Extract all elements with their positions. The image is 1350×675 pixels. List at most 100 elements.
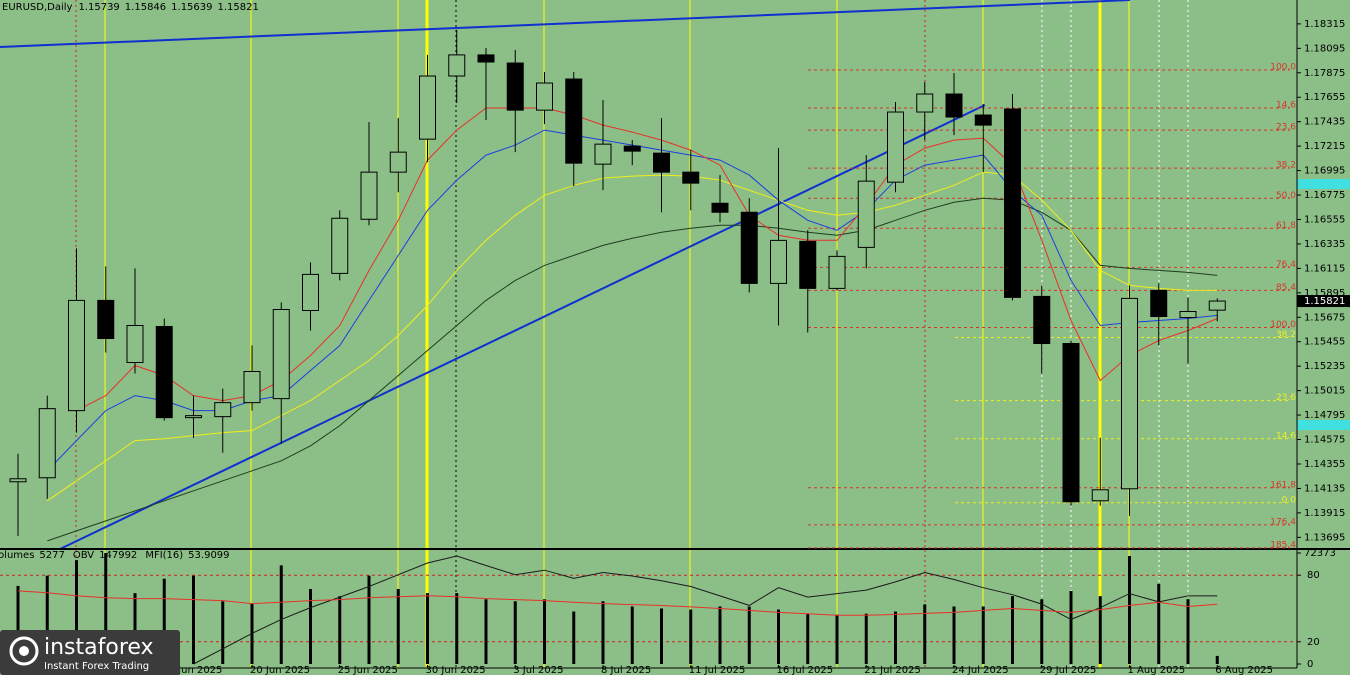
volume-bar [133, 593, 137, 664]
fib-label: 38.2 [1276, 161, 1296, 171]
x-tick-label: 1 Aug 2025 [1128, 665, 1186, 675]
volume-bar [1011, 596, 1014, 664]
indicator-header: Volumes 5277 OBV 147992 MFI(16) 53.9099 [0, 550, 230, 561]
y-tick-label: 1.15235 [1304, 361, 1345, 372]
candle-body [799, 240, 817, 289]
candle-body [155, 326, 173, 419]
x-tick-label: 16 Jul 2025 [777, 665, 834, 675]
high: 1.15846 [125, 2, 166, 13]
x-tick-label: 24 Jul 2025 [952, 665, 1009, 675]
candle-body [477, 54, 495, 63]
symbol: EURUSD,Daily [2, 2, 73, 13]
fib-label: 100.0 [1270, 63, 1296, 73]
y2-tick-label: 0 [1307, 659, 1313, 670]
candle-body [974, 114, 992, 126]
candle-body [1062, 343, 1080, 503]
candle-body [1208, 300, 1226, 311]
candle-body [740, 211, 758, 284]
candle-body [97, 299, 115, 340]
trend-line [0, 0, 1131, 48]
fib-label: 61.8 [1276, 221, 1296, 231]
candle-body [419, 75, 436, 140]
level-box [1297, 420, 1350, 430]
candle-body [1033, 295, 1051, 345]
indicator-line [47, 197, 1218, 542]
candle-body [272, 309, 290, 400]
volume-bar [864, 613, 868, 664]
candle-body [653, 152, 670, 173]
candle-body [185, 415, 202, 419]
candle-body [214, 402, 232, 418]
mfi-last: 53.9099 [188, 550, 229, 561]
obv-line [193, 555, 1218, 665]
y-tick-label: 1.13695 [1304, 532, 1345, 543]
price-label: 1.15821 [1304, 296, 1345, 307]
fib-label: 50.0 [1276, 191, 1296, 201]
volume-last: 5277 [39, 550, 64, 561]
fib-label: 176.4 [1270, 517, 1296, 527]
y2-tick-label: 20 [1307, 637, 1320, 648]
y-tick-label: 1.15675 [1304, 312, 1345, 323]
candle-body [126, 325, 144, 364]
candle-body [38, 408, 56, 479]
logo: instaforex Instant Forex Trading [0, 630, 180, 675]
volume-bar [1098, 596, 1102, 664]
volume-bar [923, 604, 927, 664]
volume-bar [338, 596, 342, 664]
volume-bar [1128, 556, 1131, 664]
y-tick-label: 1.16555 [1304, 214, 1345, 225]
x-tick-label: 3 Jul 2025 [513, 665, 563, 675]
volume-bar [601, 601, 605, 664]
x-tick-label: 8 Jul 2025 [601, 665, 651, 675]
candle-body [360, 171, 378, 220]
volume-bar [367, 575, 371, 664]
volume-bar [192, 575, 195, 664]
obv-last: 147992 [99, 550, 137, 561]
candle-body [68, 299, 85, 412]
candle-body [916, 93, 934, 113]
volume-bar [630, 606, 634, 664]
volume-name: Volumes [0, 550, 34, 561]
fib-label: 161.8 [1270, 480, 1296, 490]
y-tick-label: 1.16995 [1304, 166, 1345, 177]
volume-bar [513, 601, 517, 664]
x-tick-label: 20 Jun 2025 [250, 665, 310, 675]
candle-body [565, 78, 583, 164]
y-tick-label: 1.14575 [1304, 435, 1345, 446]
volume-bar [660, 608, 663, 664]
indicator-line [47, 171, 1218, 502]
y-tick-label: 1.16335 [1304, 239, 1345, 250]
volume-bar [806, 613, 810, 664]
fib-label: 185.4 [1270, 540, 1296, 550]
volume-bar [1157, 583, 1161, 664]
volume-bar [279, 565, 283, 664]
x-tick-label: 21 Jul 2025 [864, 665, 921, 675]
candle-body [389, 151, 407, 173]
y-tick-label: 1.17655 [1304, 92, 1345, 103]
y2-tick-label: 80 [1307, 570, 1320, 581]
x-tick-label: 6 Aug 2025 [1215, 665, 1273, 675]
volume-bar [104, 553, 108, 664]
volume-bar [75, 560, 78, 664]
candle-body [623, 145, 641, 152]
candle-body [682, 171, 700, 184]
volume-bar [747, 606, 751, 664]
fib-label: 14.6 [1276, 101, 1296, 111]
x-tick-label: 30 Jun 2025 [426, 665, 486, 675]
volume-bar [396, 589, 400, 664]
volume-bar [981, 606, 985, 664]
candle-body [331, 217, 349, 274]
y-tick-label: 1.17875 [1304, 68, 1345, 79]
level-box [1297, 179, 1350, 189]
fib-label: 23.6 [1276, 123, 1296, 133]
fib-label: 14.6 [1276, 431, 1296, 441]
logo-icon [9, 636, 39, 666]
candle-body [945, 93, 963, 118]
candle-body [302, 273, 319, 312]
header: EURUSD,Daily 1.15739 1.15846 1.15639 1.15821 [2, 2, 259, 13]
candle-body [594, 143, 612, 165]
price-box [1297, 295, 1350, 308]
candle-body [828, 255, 846, 289]
marks: 100.014.623.638.250.061.876.485.4100.038… [0, 19, 1350, 675]
